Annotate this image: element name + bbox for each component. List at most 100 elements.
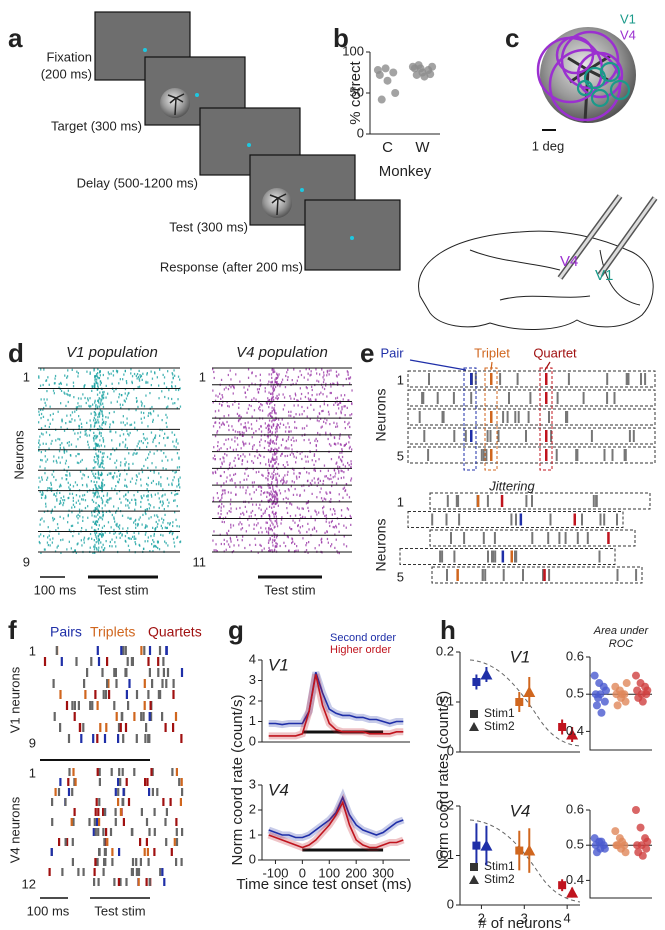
spike	[115, 369, 118, 372]
spike	[269, 498, 271, 501]
spike	[128, 506, 130, 509]
spike	[456, 569, 459, 581]
spike	[74, 432, 76, 435]
spike	[644, 373, 647, 385]
spike	[267, 477, 269, 480]
y-tick-label: 0.6	[566, 648, 584, 663]
spike	[97, 513, 99, 516]
spike	[157, 657, 160, 666]
spike	[175, 493, 177, 496]
spike	[221, 496, 223, 499]
spike	[81, 498, 83, 501]
spike	[272, 458, 275, 461]
spike	[179, 540, 182, 543]
spike	[114, 808, 117, 816]
spike	[38, 540, 40, 544]
spike	[311, 385, 313, 388]
spike	[254, 543, 257, 546]
point	[636, 823, 645, 832]
spike	[223, 423, 225, 426]
spike	[234, 430, 237, 433]
spike	[58, 502, 61, 505]
spike	[268, 380, 270, 383]
spike	[616, 513, 618, 526]
pattern-box	[484, 367, 498, 471]
spike	[339, 458, 342, 461]
spike	[69, 483, 71, 486]
spike	[213, 446, 215, 449]
spike	[323, 497, 325, 500]
spike	[98, 397, 100, 400]
spike	[86, 421, 88, 424]
spike	[42, 442, 44, 445]
spike	[266, 507, 268, 510]
axis-label: Neurons	[373, 389, 389, 442]
spike	[166, 526, 168, 530]
spike	[167, 405, 169, 408]
y-tick-label: 0.2	[436, 643, 454, 658]
spike	[281, 478, 283, 481]
spike	[69, 394, 71, 397]
point	[590, 671, 599, 680]
spike	[140, 712, 143, 721]
spike	[598, 550, 601, 563]
y-tick-label: 50	[350, 84, 364, 99]
spike	[285, 374, 287, 378]
spike	[137, 878, 140, 886]
spike	[80, 397, 82, 400]
spike	[226, 476, 228, 479]
spike	[177, 478, 180, 481]
spike	[240, 528, 242, 531]
spike	[137, 522, 139, 526]
spike	[340, 476, 342, 480]
spike	[47, 526, 49, 529]
spike	[260, 438, 262, 441]
spike	[343, 476, 345, 479]
spike	[38, 421, 40, 424]
point	[643, 686, 652, 695]
spike	[101, 546, 103, 549]
spike	[331, 543, 333, 546]
spike	[510, 550, 513, 563]
spike	[229, 474, 231, 477]
spike	[129, 501, 131, 504]
spike	[93, 431, 95, 434]
spike	[342, 398, 344, 401]
spike	[349, 436, 351, 439]
spike	[75, 408, 78, 411]
spike	[171, 397, 173, 401]
area-label: V4	[560, 253, 578, 270]
spike	[90, 480, 92, 483]
spike	[40, 398, 42, 401]
y-tick-label: 2	[249, 801, 256, 816]
spike	[101, 394, 103, 397]
spike	[251, 509, 254, 513]
spike	[160, 524, 162, 527]
spike	[144, 438, 146, 441]
spike	[159, 690, 162, 699]
spike	[100, 403, 102, 406]
spike	[99, 398, 101, 401]
spike	[147, 490, 149, 493]
spike	[131, 498, 133, 501]
spike	[239, 506, 241, 510]
spike	[319, 479, 321, 482]
spike	[328, 373, 330, 376]
spike	[239, 414, 241, 417]
spike	[136, 429, 138, 432]
spike	[55, 459, 57, 462]
spike	[297, 549, 299, 552]
spike	[59, 446, 61, 449]
spike	[141, 404, 143, 407]
spike	[157, 540, 159, 543]
spike	[97, 443, 100, 446]
spike	[95, 515, 97, 518]
spike	[77, 521, 79, 524]
spike	[243, 426, 246, 429]
spike	[70, 454, 72, 457]
spike	[94, 551, 96, 554]
spike	[86, 668, 89, 677]
spike	[240, 447, 242, 450]
spike	[75, 406, 78, 409]
x-tick-label: C	[382, 139, 393, 156]
